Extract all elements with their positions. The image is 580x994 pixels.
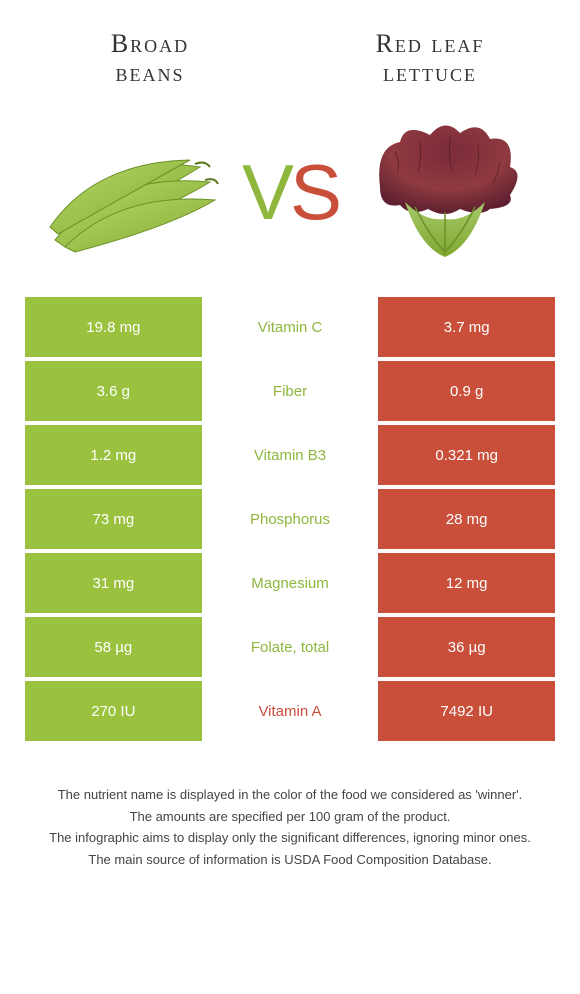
header: Broad beans Red leaf lettuce (0, 0, 580, 97)
right-value-cell: 28 mg (378, 489, 555, 549)
nutrient-row: 1.2 mg Vitamin B3 0.321 mg (25, 425, 555, 485)
nutrient-label-cell: Fiber (202, 361, 379, 421)
vs-v: V (242, 147, 290, 238)
nutrient-label-cell: Vitamin A (202, 681, 379, 741)
right-value: 3.7 mg (444, 319, 490, 336)
right-food-title: Red leaf lettuce (320, 30, 540, 87)
nutrient-row: 3.6 g Fiber 0.9 g (25, 361, 555, 421)
right-value: 0.9 g (450, 383, 483, 400)
nutrient-label-cell: Folate, total (202, 617, 379, 677)
hero-row: VS (0, 97, 580, 297)
left-value: 3.6 g (97, 383, 130, 400)
nutrient-row: 19.8 mg Vitamin C 3.7 mg (25, 297, 555, 357)
left-value-cell: 73 mg (25, 489, 202, 549)
nutrient-label: Fiber (273, 383, 307, 400)
right-value-cell: 7492 IU (378, 681, 555, 741)
footer-line-2: The amounts are specified per 100 gram o… (25, 807, 555, 827)
right-value-cell: 0.9 g (378, 361, 555, 421)
nutrient-row: 58 µg Folate, total 36 µg (25, 617, 555, 677)
right-value: 12 mg (446, 575, 488, 592)
left-value: 270 IU (91, 703, 135, 720)
nutrient-table: 19.8 mg Vitamin C 3.7 mg 3.6 g Fiber 0.9 g 1.2… (0, 297, 580, 741)
nutrient-label-cell: Phosphorus (202, 489, 379, 549)
footer-notes: The nutrient name is displayed in the co… (0, 745, 580, 869)
nutrient-label-cell: Vitamin C (202, 297, 379, 357)
nutrient-row: 73 mg Phosphorus 28 mg (25, 489, 555, 549)
nutrient-label: Folate, total (251, 639, 329, 656)
left-value: 58 µg (94, 639, 132, 656)
nutrient-label-cell: Magnesium (202, 553, 379, 613)
nutrient-row: 270 IU Vitamin A 7492 IU (25, 681, 555, 741)
red-leaf-lettuce-image (350, 117, 540, 267)
footer-line-4: The main source of information is USDA F… (25, 850, 555, 870)
left-title-line1: Broad (111, 29, 189, 58)
right-title-line2: lettuce (383, 58, 477, 87)
nutrient-label: Vitamin C (258, 319, 323, 336)
nutrient-label: Magnesium (251, 575, 329, 592)
left-value: 31 mg (92, 575, 134, 592)
left-value-cell: 270 IU (25, 681, 202, 741)
right-value: 36 µg (448, 639, 486, 656)
right-value: 0.321 mg (435, 447, 498, 464)
right-value-cell: 36 µg (378, 617, 555, 677)
nutrient-label: Vitamin B3 (254, 447, 326, 464)
left-value-cell: 58 µg (25, 617, 202, 677)
vs-s: S (290, 147, 338, 238)
left-value: 1.2 mg (90, 447, 136, 464)
right-value: 7492 IU (440, 703, 493, 720)
nutrient-row: 31 mg Magnesium 12 mg (25, 553, 555, 613)
left-title-line2: beans (115, 58, 184, 87)
left-value-cell: 3.6 g (25, 361, 202, 421)
right-value: 28 mg (446, 511, 488, 528)
right-value-cell: 12 mg (378, 553, 555, 613)
vs-label: VS (242, 147, 338, 238)
left-value: 73 mg (92, 511, 134, 528)
broad-beans-image (40, 117, 230, 267)
right-title-line1: Red leaf (376, 29, 485, 58)
left-food-title: Broad beans (40, 30, 260, 87)
left-value-cell: 19.8 mg (25, 297, 202, 357)
footer-line-3: The infographic aims to display only the… (25, 828, 555, 848)
footer-line-1: The nutrient name is displayed in the co… (25, 785, 555, 805)
nutrient-label: Vitamin A (258, 703, 321, 720)
nutrient-label: Phosphorus (250, 511, 330, 528)
left-value-cell: 1.2 mg (25, 425, 202, 485)
left-value: 19.8 mg (86, 319, 140, 336)
left-value-cell: 31 mg (25, 553, 202, 613)
right-value-cell: 3.7 mg (378, 297, 555, 357)
nutrient-label-cell: Vitamin B3 (202, 425, 379, 485)
right-value-cell: 0.321 mg (378, 425, 555, 485)
